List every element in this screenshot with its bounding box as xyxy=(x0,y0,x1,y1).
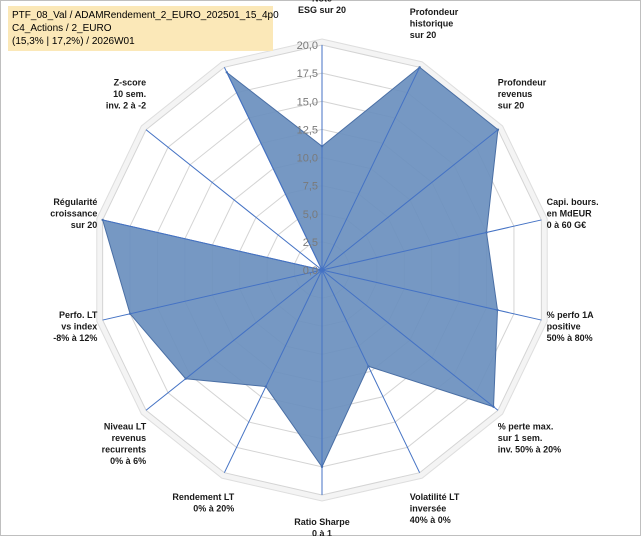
axis-label-line: Niveau LT xyxy=(104,422,147,432)
tick-label: 17,5 xyxy=(297,68,318,80)
axis-label-line: positive xyxy=(547,321,581,331)
title-line-2: C4_Actions / 2_EURO xyxy=(12,23,112,34)
spoke-perfo-1a xyxy=(321,269,542,321)
axis-label-perte-max: % perte max. sur 1 sem. inv. 50% à 20% xyxy=(498,422,561,455)
axis-label-line: 50% à 80% xyxy=(547,333,593,343)
spoke-regularite-croissance xyxy=(102,219,323,271)
spoke-profondeur-historique xyxy=(321,67,421,271)
axis-label-line: -8% à 12% xyxy=(53,333,97,343)
spoke-capi-bours xyxy=(321,219,542,271)
axis-label-line: 0 à 60 G€ xyxy=(547,220,587,230)
axis-label-z-score: Z-score 10 sem. inv. 2 à -2 xyxy=(106,77,146,110)
axis-label-capi-bours: Capi. bours. en MdEUR 0 à 60 G€ xyxy=(547,197,599,230)
axis-label-ratio-sharpe: Ratio Sharpe 0 à 1 xyxy=(294,517,350,536)
axis-label-line: vs index xyxy=(61,321,97,331)
axis-label-line: revenus xyxy=(498,89,533,99)
axis-label-profondeur-historique: Profondeur historique sur 20 xyxy=(410,7,459,40)
axis-label-line: 0% à 6% xyxy=(110,456,146,466)
spoke-volatilite-lt xyxy=(321,269,421,473)
tick-label: 0,0 xyxy=(303,265,318,277)
axis-label-line: inv. 50% à 20% xyxy=(498,445,561,455)
axis-label-line: sur 1 sem. xyxy=(498,433,543,443)
axis-label-line: 0% à 20% xyxy=(193,503,234,513)
axis-label-line: Capi. bours. xyxy=(547,197,599,207)
axis-label-rendement-lt: Rendement LT 0% à 20% xyxy=(172,492,234,514)
axis-label-line: Z-score xyxy=(114,77,147,87)
spoke-perte-max xyxy=(321,269,499,411)
axis-label-line: ESG sur 20 xyxy=(298,5,346,15)
axis-label-line: revenus xyxy=(112,433,147,443)
tick-label: 15,0 xyxy=(297,96,318,108)
axis-label-perfo-1a: % perfo 1A positive 50% à 80% xyxy=(547,310,595,343)
axis-label-line: % perfo 1A xyxy=(547,310,595,320)
spoke-niveau-lt-revenus xyxy=(145,269,323,411)
axis-label-line: en MdEUR xyxy=(547,209,593,219)
tick-label: 10,0 xyxy=(297,153,318,165)
axis-label-volatilite-lt: Volatilité LT inversée 40% à 0% xyxy=(410,492,460,525)
spoke-profondeur-revenus xyxy=(321,129,499,271)
axis-label-regularite-croissance: Régularité croissance sur 20 xyxy=(50,197,97,230)
axis-label-profondeur-revenus: Profondeur revenus sur 20 xyxy=(498,77,547,110)
axis-label-line: inv. 2 à -2 xyxy=(106,100,146,110)
axis-label-line: Perfo. LT xyxy=(59,310,98,320)
spoke-rendement-lt xyxy=(223,269,323,473)
tick-label: 12,5 xyxy=(297,124,318,136)
axis-label-line: 0 à 1 xyxy=(312,529,332,536)
axis-label-perfo-lt-index: Perfo. LT vs index -8% à 12% xyxy=(53,310,98,343)
axis-label-line: Rendement LT xyxy=(172,492,234,502)
axis-label-line: sur 20 xyxy=(498,100,525,110)
axis-label-line: Ratio Sharpe xyxy=(294,517,350,527)
axis-label-line: 40% à 0% xyxy=(410,515,451,525)
axis-label-line: % perte max. xyxy=(498,422,554,432)
axis-label-line: sur 20 xyxy=(410,30,437,40)
axis-label-line: Profondeur xyxy=(410,7,459,17)
chart-title-box: PTF_08_Val / ADAMRendement_2_EURO_202501… xyxy=(8,6,279,51)
tick-label: 5,0 xyxy=(303,209,318,221)
axis-label-niveau-lt-revenus: Niveau LT revenus recurrents 0% à 6% xyxy=(102,422,147,467)
axis-label-line: croissance xyxy=(50,209,97,219)
title-line-3: (15,3% | 17,2%) / 2026W01 xyxy=(12,36,135,47)
axis-label-line: historique xyxy=(410,19,454,29)
axis-label-line: Note xyxy=(312,0,332,4)
axis-label-line: Volatilité LT xyxy=(410,492,460,502)
axis-label-line: sur 20 xyxy=(71,220,98,230)
spoke-perfo-lt-index xyxy=(102,269,323,321)
title-line-1: PTF_08_Val / ADAMRendement_2_EURO_202501… xyxy=(12,10,279,21)
axis-label-note-esg: NoteESG sur 20 xyxy=(298,0,346,15)
axis-label-line: inversée xyxy=(410,503,447,513)
spoke-z-score xyxy=(145,129,323,271)
tick-label: 2,5 xyxy=(303,237,318,249)
spoke-momentum xyxy=(223,67,323,271)
axis-label-line: 10 sem. xyxy=(113,89,146,99)
tick-label: 7,5 xyxy=(303,181,318,193)
axis-label-line: Profondeur xyxy=(498,77,547,87)
tick-label: 20,0 xyxy=(297,40,318,52)
axis-label-line: recurrents xyxy=(102,445,147,455)
axis-label-line: Régularité xyxy=(53,197,97,207)
